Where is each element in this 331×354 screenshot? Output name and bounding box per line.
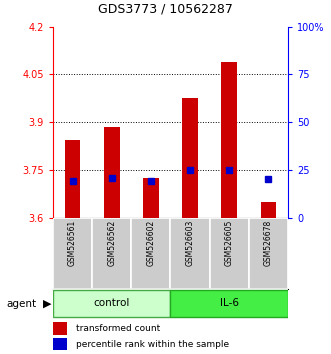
Bar bbox=[131, 218, 170, 289]
Text: control: control bbox=[94, 298, 130, 308]
Bar bbox=[221, 62, 237, 218]
Text: transformed count: transformed count bbox=[76, 324, 161, 333]
Text: GSM526562: GSM526562 bbox=[107, 220, 116, 266]
Bar bbox=[65, 140, 80, 218]
Bar bbox=[182, 98, 198, 218]
Text: IL-6: IL-6 bbox=[220, 298, 239, 308]
Bar bbox=[53, 338, 67, 350]
Bar bbox=[92, 218, 131, 289]
Bar bbox=[53, 218, 92, 289]
Bar bbox=[104, 127, 119, 218]
Text: GSM526561: GSM526561 bbox=[68, 220, 77, 266]
Bar bbox=[260, 202, 276, 218]
Bar bbox=[210, 218, 249, 289]
Bar bbox=[170, 218, 210, 289]
Bar bbox=[53, 290, 170, 317]
Text: GSM526605: GSM526605 bbox=[225, 220, 234, 266]
Text: agent: agent bbox=[7, 298, 37, 309]
Bar bbox=[249, 218, 288, 289]
Text: GSM526602: GSM526602 bbox=[146, 220, 155, 266]
Text: ▶: ▶ bbox=[43, 298, 52, 309]
Bar bbox=[143, 178, 159, 218]
Text: GDS3773 / 10562287: GDS3773 / 10562287 bbox=[98, 3, 233, 16]
Text: GSM526678: GSM526678 bbox=[264, 220, 273, 266]
Text: percentile rank within the sample: percentile rank within the sample bbox=[76, 340, 230, 349]
Bar bbox=[170, 290, 288, 317]
Bar bbox=[53, 322, 67, 335]
Text: GSM526603: GSM526603 bbox=[186, 220, 195, 266]
